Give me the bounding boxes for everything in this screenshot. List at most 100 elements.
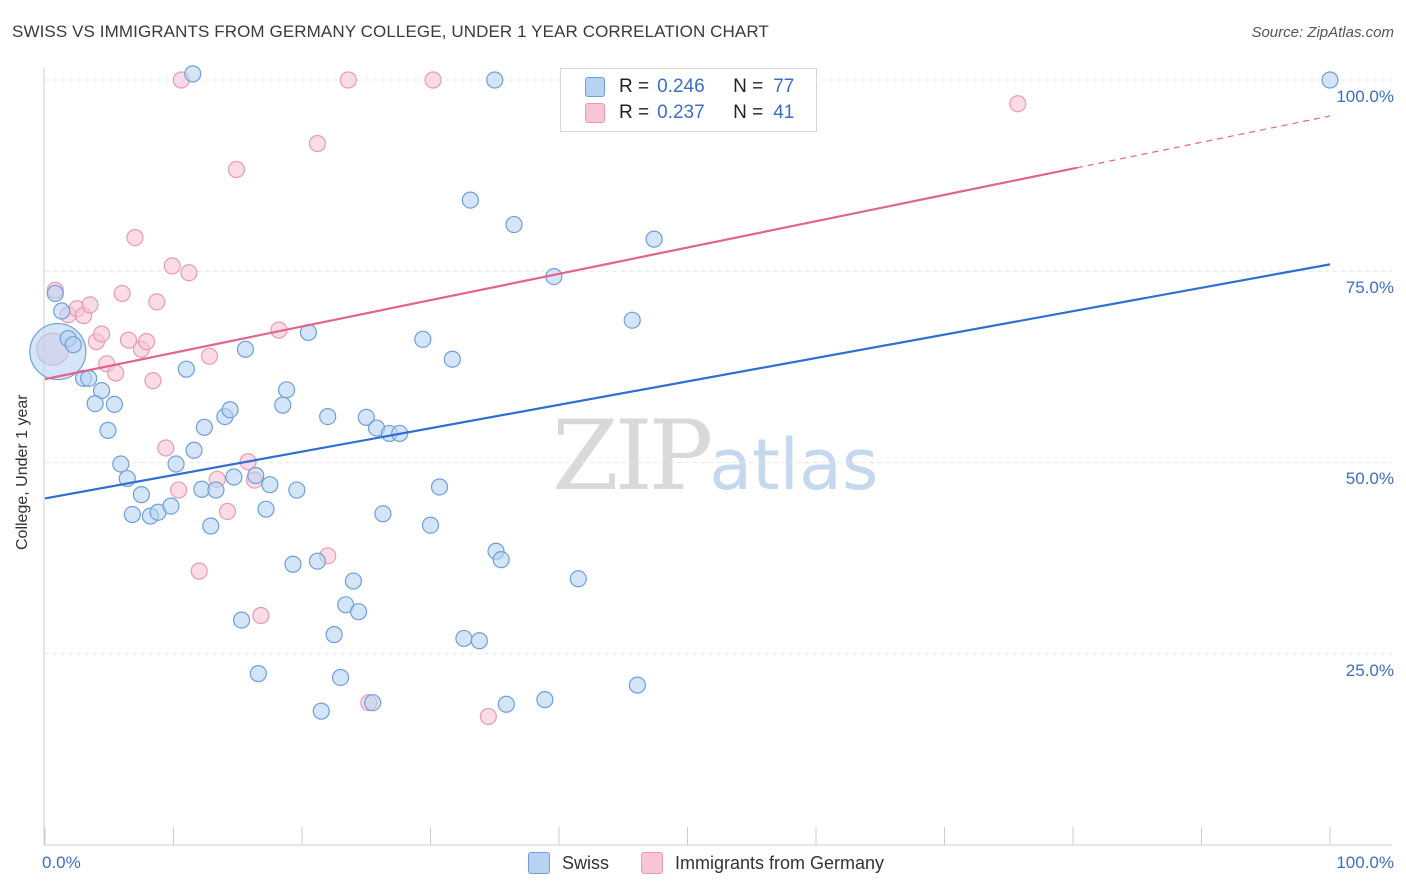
germany-point [148,293,166,311]
germany-legend-swatch [641,852,664,874]
swiss-point [374,505,392,523]
germany-point [424,71,442,89]
y-tick-25: 25.0% [1345,661,1394,680]
swiss-point [430,478,449,496]
legend-item-germany[interactable]: Immigrants from Germany [641,852,884,874]
swiss-point [470,632,488,650]
germany-n-value: 41 [773,102,795,123]
swiss-point [1321,71,1339,89]
watermark: ZIPatlas [552,400,878,512]
swiss-point [247,466,265,485]
y-tick-100: 100.0% [1336,87,1394,106]
germany-point [107,364,125,382]
swiss-point [123,505,141,524]
swiss-legend-swatch [528,852,550,874]
swiss-point [195,418,213,436]
germany-point [479,707,497,726]
germany-point [137,333,156,351]
x-tick-max: 100.0% [1336,853,1394,872]
source-label: Source: ZipAtlas.com [1251,24,1394,41]
swiss-point [288,481,306,499]
swiss-point [53,302,71,320]
swiss-point [284,555,302,573]
swiss-point [497,695,515,713]
swiss-point [349,603,368,621]
germany-point [180,264,198,282]
n-label: N = [733,76,764,97]
germany-point [190,562,208,580]
germany-point [163,257,181,275]
swiss-point [105,395,123,413]
y-tick-50: 50.0% [1345,469,1394,488]
swiss-point [628,676,646,694]
swiss-trend-line [44,263,1331,500]
germany-point [92,325,111,343]
n-label: N = [733,102,764,123]
germany-point [252,606,270,625]
swiss-point [645,230,663,248]
legend-row-germany: R = 0.237 N = 41 [585,100,794,126]
r-label: R = [619,76,650,97]
swiss-swatch [585,77,605,97]
germany-point [308,134,327,153]
swiss-point [80,369,98,387]
swiss-point [443,350,461,368]
swiss-point [569,570,587,588]
watermark-zip: ZIP [552,400,713,512]
swiss-point [167,455,185,473]
swiss-point [455,629,473,648]
swiss-point [492,551,510,569]
swiss-point [486,71,504,89]
y-tick-75: 75.0% [1345,278,1394,297]
swiss-point [177,360,195,378]
legend-item-swiss[interactable]: Swiss [528,852,609,874]
swiss-point [202,517,220,535]
swiss-point [221,401,239,419]
legend-row-swiss: R = 0.246 N = 77 [585,74,794,100]
series-legend: Swiss Immigrants from Germany [528,852,916,874]
germany-r-value: 0.237 [657,102,705,123]
swiss-point [162,497,180,515]
germany-point [339,71,357,89]
swiss-point [505,215,523,234]
germany-trend-extension [1076,115,1331,169]
chart-title: SWISS VS IMMIGRANTS FROM GERMANY COLLEGE… [12,22,769,41]
swiss-point [623,311,641,329]
swiss-point [236,340,255,358]
swiss-point [274,396,292,414]
swiss-point [185,441,203,459]
swiss-legend-label: Swiss [562,852,610,873]
germany-point [81,296,99,314]
germany-swatch [585,103,605,123]
swiss-point [536,691,554,709]
swiss-point [257,500,275,518]
swiss-point [331,668,350,687]
germany-point [144,372,162,390]
germany-trend-line [44,166,1078,381]
swiss-point [184,65,202,83]
swiss-point [461,191,479,209]
watermark-atlas: atlas [709,424,879,506]
swiss-point [344,572,362,590]
swiss-point [277,381,296,399]
swiss-point [357,408,375,426]
swiss-point [414,330,432,348]
germany-point [227,160,246,179]
swiss-point [421,516,440,534]
germany-point [113,284,131,303]
swiss-point [132,486,150,504]
swiss-point [233,611,251,629]
germany-point [126,228,144,247]
swiss-point [261,476,279,494]
germany-legend-label: Immigrants from Germany [675,852,885,873]
germany-point [170,481,188,499]
swiss-point [46,284,64,303]
r-label: R = [619,102,650,123]
swiss-point [319,408,337,426]
correlation-legend: R = 0.246 N = 77 R = 0.237 N = 41 [560,68,817,132]
swiss-r-value: 0.246 [657,76,705,97]
germany-point [218,502,237,521]
germany-point [157,439,175,457]
y-axis-label: College, Under 1 year [14,394,31,550]
